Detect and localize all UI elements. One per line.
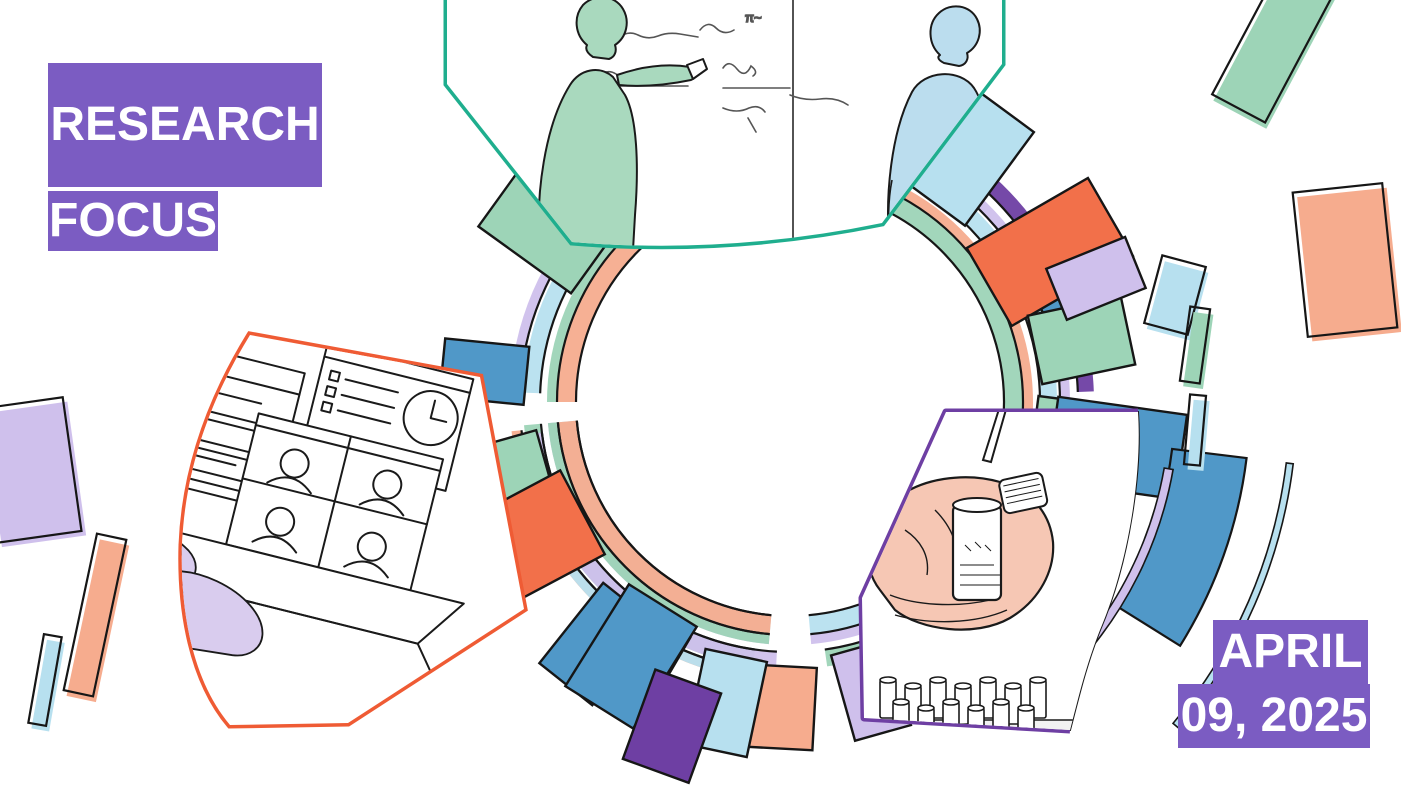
svg-text:π~: π~ (745, 10, 762, 25)
